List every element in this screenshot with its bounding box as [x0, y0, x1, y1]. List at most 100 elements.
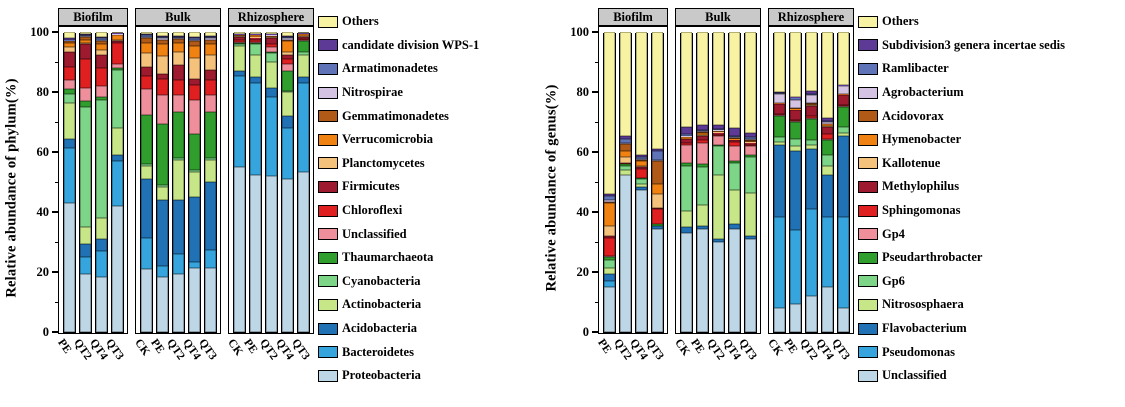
bar-segment [63, 203, 75, 332]
bar-segment [619, 138, 631, 143]
bar-segment [773, 116, 785, 137]
y-tick-label: 80 [36, 85, 50, 99]
legend-item: Cyanobacteria [318, 270, 540, 294]
bar-segment [821, 140, 833, 155]
bar-segment [789, 109, 801, 110]
bar-segment [821, 134, 833, 139]
stacked-bar-qt4 [820, 32, 834, 333]
bar-segment [728, 189, 740, 224]
bar-segment [297, 40, 309, 41]
bar-segment [805, 32, 817, 91]
bar-segment [265, 33, 277, 35]
legend-label: Ramlibacter [882, 61, 949, 76]
bar-segment [619, 170, 631, 175]
bar-segment [63, 32, 75, 38]
bar-segment [63, 89, 75, 94]
y-minor-tick [55, 181, 58, 183]
bar-segment [156, 185, 168, 187]
bar-segment [249, 174, 261, 332]
bar-segment [805, 209, 817, 296]
bar-segment [651, 209, 663, 224]
bar-segment [95, 38, 107, 40]
y-major-tick [592, 31, 598, 33]
bar-segment [821, 165, 833, 175]
bar-segment [172, 35, 184, 37]
bar-segment [789, 108, 801, 110]
legend-label: Planctomycetes [342, 155, 425, 170]
bar-segment [821, 122, 833, 124]
bar-segment [79, 35, 91, 36]
bar-segment [249, 54, 261, 77]
bar-segment [156, 266, 168, 277]
legend-swatch [858, 204, 878, 217]
bar-segment [635, 161, 647, 166]
stacked-bar-ck [772, 32, 786, 333]
bar-segment [204, 111, 216, 158]
stacked-bar-qt3 [110, 32, 124, 333]
legend-label: Chloroflexi [342, 203, 403, 218]
bar-segment [696, 135, 708, 140]
bar-segment [789, 32, 801, 97]
bar-segment [204, 267, 216, 332]
bar-segment [680, 143, 692, 145]
bar-segment [805, 93, 817, 95]
bar-segment [680, 162, 692, 166]
bar-segment [111, 42, 123, 64]
legend-swatch [858, 39, 878, 52]
bar-segment [265, 176, 277, 332]
bar-segment [805, 140, 817, 145]
x-tick-labels: CK PE QT2 QT4 QT3 [765, 334, 854, 392]
phylum-y-axis-title-text: Relative abundance of phylum(%) [3, 78, 20, 298]
bar-segment [63, 147, 75, 203]
bar-segment [63, 41, 75, 43]
bar-segment [837, 126, 849, 133]
bar-segment [249, 34, 261, 36]
bar-segment [265, 47, 277, 52]
legend-item: Gp6 [858, 270, 1124, 294]
legend-swatch [318, 62, 338, 75]
y-tick-label: 0 [42, 325, 49, 339]
genus-chart: Relative abundance of genus(%) 0 20 40 60 80… [540, 0, 854, 392]
stacked-bar-qt3 [743, 32, 757, 333]
bar-segment [635, 32, 647, 155]
legend-label: Armatimonadetes [342, 61, 438, 76]
bar-segment [156, 56, 168, 74]
bar-segment [773, 92, 785, 94]
x-tick-label: CK [765, 337, 785, 359]
bar-segment [204, 39, 216, 44]
bar-segment [821, 125, 833, 127]
bar-segment [281, 179, 293, 332]
y-major-tick [52, 271, 58, 273]
y-minor-tick [595, 301, 598, 303]
y-tick-label: 80 [576, 85, 590, 99]
bar-segment [172, 37, 184, 39]
legend-label: Bacteroidetes [342, 344, 414, 359]
bar-segment [95, 96, 107, 100]
stacked-bar-pe [248, 32, 262, 333]
bar-segment [297, 83, 309, 172]
y-tick-label: 40 [36, 205, 50, 219]
bar-segment [79, 101, 91, 107]
bar-segment [111, 161, 123, 206]
y-tick-label: 40 [576, 205, 590, 219]
panel-header: Rhizosphere [228, 8, 314, 26]
bar-segment [712, 144, 724, 146]
legend-label: Gemmatimonadetes [342, 108, 449, 123]
legend-item: Agrobacterium [858, 81, 1124, 105]
bar-segment [297, 77, 309, 83]
bar-segment [789, 121, 801, 122]
bar-segment [204, 80, 216, 95]
bar-segment [188, 134, 200, 170]
bar-segment [680, 227, 692, 233]
bar-segment [63, 51, 75, 67]
bar-segment [696, 32, 708, 125]
legend-item: Thaumarchaeota [318, 246, 540, 270]
bar-segment [651, 207, 663, 209]
legend-item: Proteobacteria [318, 364, 540, 388]
bar-segment [619, 165, 631, 170]
bar-segment [744, 132, 756, 137]
bar-segment [188, 99, 200, 134]
bar-segment [773, 141, 785, 145]
bar-segment [773, 104, 785, 114]
legend-swatch [858, 157, 878, 170]
